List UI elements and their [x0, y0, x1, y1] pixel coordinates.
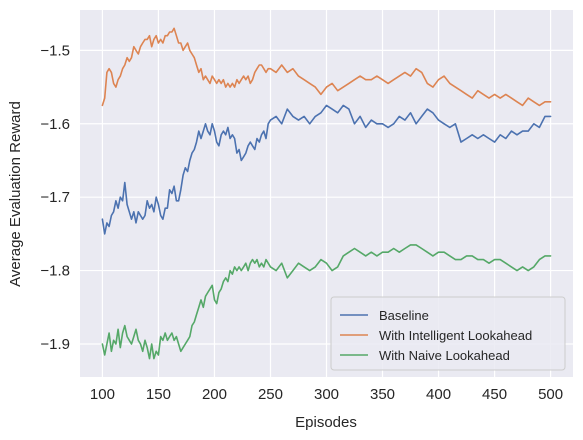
y-axis-label: Average Evaluation Reward	[7, 101, 24, 287]
legend-label-intelligent: With Intelligent Lookahead	[379, 328, 532, 343]
x-axis-label: Episodes	[295, 414, 357, 431]
y-tick-label: −1.7	[40, 189, 70, 206]
x-tick-label: 300	[314, 386, 339, 403]
y-tick-label: −1.5	[40, 42, 70, 59]
y-axis-ticks: −1.9 −1.8 −1.7 −1.6 −1.5	[40, 42, 70, 353]
x-tick-label: 500	[538, 386, 563, 403]
legend: Baseline With Intelligent Lookahead With…	[330, 296, 566, 371]
x-tick-label: 200	[202, 386, 227, 403]
y-tick-label: −1.6	[40, 116, 70, 133]
y-tick-label: −1.9	[40, 336, 70, 353]
x-tick-label: 250	[258, 386, 283, 403]
x-tick-label: 100	[90, 386, 115, 403]
legend-label-naive: With Naive Lookahead	[379, 348, 510, 363]
series-layer	[101, 27, 552, 360]
x-tick-label: 400	[426, 386, 451, 403]
series-line-naive-lookahead	[101, 244, 552, 360]
legend-label-baseline: Baseline	[379, 308, 429, 323]
x-tick-label: 150	[146, 386, 171, 403]
x-axis-ticks: 100 150 200 250 300 350 400 450 500	[90, 386, 563, 403]
y-tick-label: −1.8	[40, 263, 70, 280]
x-tick-label: 350	[370, 386, 395, 403]
legend-box	[330, 296, 566, 371]
series-line-intelligent-lookahead	[101, 27, 552, 107]
series-line-baseline	[101, 104, 552, 235]
x-tick-label: 450	[482, 386, 507, 403]
